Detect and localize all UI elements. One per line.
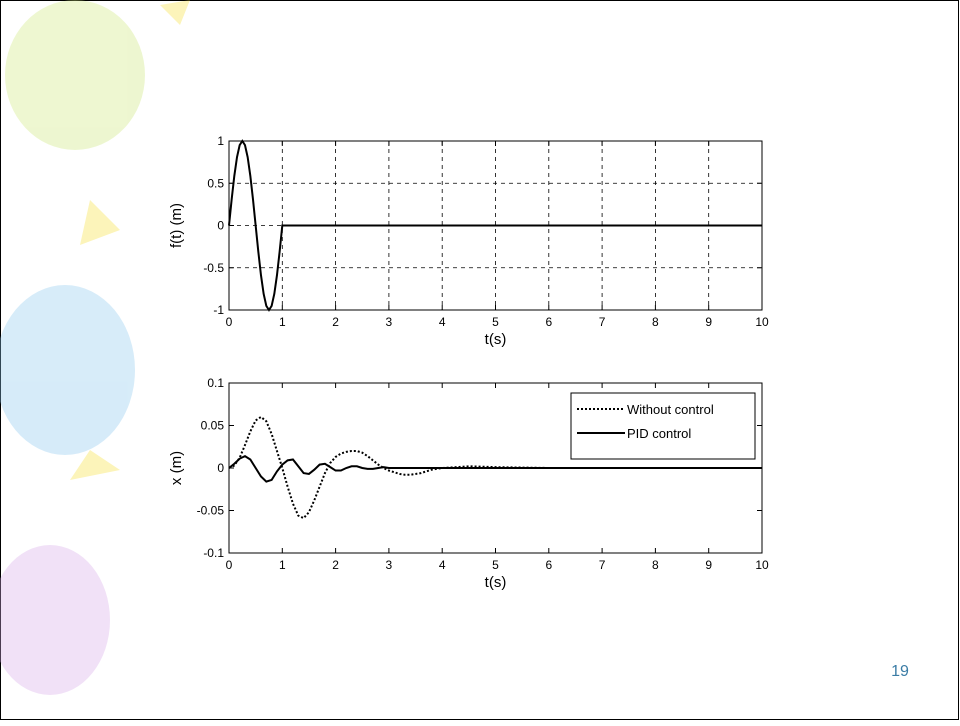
legend-box <box>570 392 756 460</box>
x-tick-label: 5 <box>492 558 499 572</box>
x-tick-label: 4 <box>439 558 446 572</box>
x-tick-label: 4 <box>439 315 446 329</box>
y-axis-label: f(t) (m) <box>168 203 185 248</box>
legend-label: Without control <box>627 402 714 417</box>
x-tick-label: 0 <box>226 315 233 329</box>
x-tick-label: 3 <box>386 315 393 329</box>
x-tick-label: 1 <box>279 558 286 572</box>
plot-frame <box>228 382 763 554</box>
x-axis-label: t(s) <box>485 574 507 591</box>
y-tick-label: 0 <box>217 461 224 475</box>
x-tick-label: 0 <box>226 558 233 572</box>
balloon-decoration <box>0 0 190 695</box>
plot-frame <box>228 140 763 311</box>
x-tick-label: 8 <box>652 558 659 572</box>
x-tick-label: 3 <box>386 558 393 572</box>
x-tick-label: 6 <box>545 558 552 572</box>
x-tick-label: 8 <box>652 315 659 329</box>
y-axis-label: x (m) <box>168 451 185 485</box>
x-tick-label: 7 <box>599 315 606 329</box>
x-tick-label: 7 <box>599 558 606 572</box>
x-axis-label: t(s) <box>485 331 507 348</box>
y-tick-label: 1 <box>217 134 224 148</box>
x-tick-label: 10 <box>755 315 769 329</box>
x-tick-label: 2 <box>332 558 339 572</box>
x-tick-label: 10 <box>755 558 769 572</box>
y-tick-label: 0.05 <box>201 419 225 433</box>
y-tick-label: 0.5 <box>207 176 224 190</box>
page-number: 19 <box>891 663 909 680</box>
y-tick-label: -0.5 <box>203 261 224 275</box>
x-tick-label: 9 <box>705 315 712 329</box>
y-tick-label: 0 <box>217 219 224 233</box>
x-tick-label: 1 <box>279 315 286 329</box>
legend-label: PID control <box>627 426 691 441</box>
data-line <box>228 415 762 520</box>
y-tick-label: -0.05 <box>197 504 225 518</box>
y-tick-label: -0.1 <box>203 546 224 560</box>
x-tick-label: 2 <box>332 315 339 329</box>
y-tick-label: 0.1 <box>207 376 224 390</box>
x-tick-label: 9 <box>705 558 712 572</box>
x-tick-label: 5 <box>492 315 499 329</box>
x-tick-label: 6 <box>545 315 552 329</box>
y-tick-label: -1 <box>213 303 224 317</box>
data-line <box>228 139 762 312</box>
data-line <box>228 454 762 483</box>
